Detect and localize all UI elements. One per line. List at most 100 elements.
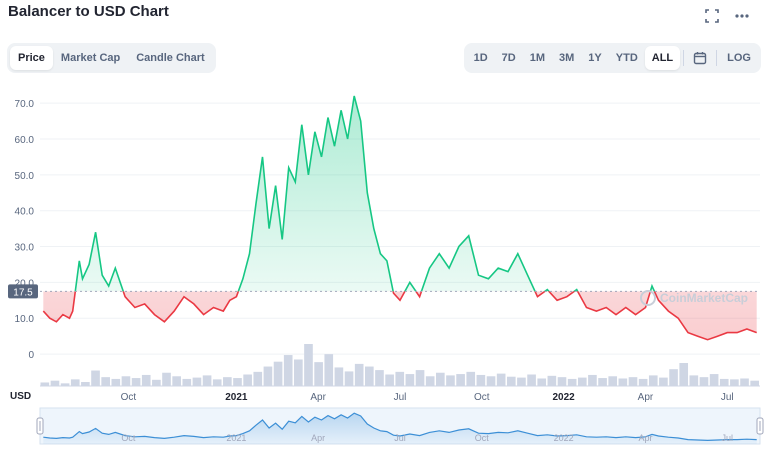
volume-bars	[40, 344, 759, 386]
y-tick-label: 30.0	[15, 243, 35, 254]
volume-bar	[405, 374, 415, 386]
volume-bar	[141, 374, 151, 386]
view-tabs: Price Market Cap Candle Chart	[7, 43, 216, 73]
y-tick-label: 0	[28, 350, 34, 361]
watermark: CoinMarketCap	[640, 290, 748, 306]
volume-bar	[456, 374, 465, 386]
x-tick-label: Apr	[638, 392, 654, 403]
y-tick-label: 40.0	[15, 207, 35, 218]
volume-bar	[750, 380, 759, 386]
volume-bar	[669, 369, 678, 386]
volume-bar	[709, 374, 719, 386]
volume-bar	[496, 373, 506, 386]
volume-bar	[202, 375, 212, 386]
range-all[interactable]: ALL	[644, 46, 681, 70]
coinmarketcap-logo-icon	[640, 290, 656, 306]
volume-bar	[618, 378, 628, 386]
watermark-text: CoinMarketCap	[660, 291, 748, 305]
x-tick-label: Oct	[474, 392, 490, 403]
volume-bar	[385, 374, 394, 386]
volume-bar	[81, 382, 90, 386]
price-area-up	[75, 96, 655, 292]
range-1m[interactable]: 1M	[529, 52, 546, 64]
volume-bar	[598, 378, 607, 386]
price-area	[43, 96, 757, 340]
fullscreen-icon[interactable]	[702, 6, 722, 26]
volume-bar	[527, 374, 536, 386]
volume-bar	[182, 378, 192, 386]
log-toggle[interactable]: LOG	[727, 52, 751, 64]
navigator-tick-label: Apr	[638, 433, 652, 443]
volume-bar	[446, 375, 455, 386]
gridlines	[40, 102, 760, 355]
navigator-tick-label: 2021	[226, 433, 246, 443]
volume-bar	[628, 377, 638, 386]
volume-bar	[111, 378, 121, 386]
volume-bar	[648, 375, 658, 386]
navigator-line	[43, 412, 757, 442]
price-line	[42, 95, 757, 341]
volume-bar	[60, 383, 70, 386]
volume-bar	[50, 380, 60, 386]
range-1d[interactable]: 1D	[473, 52, 488, 64]
tab-market-cap[interactable]: Market Cap	[60, 52, 121, 64]
x-tick-label: Oct	[121, 392, 137, 403]
price-line-down	[42, 291, 757, 341]
range-1y[interactable]: 1Y	[588, 52, 602, 64]
divider	[716, 50, 718, 66]
y-tick-label: 60.0	[15, 135, 35, 146]
x-tick-label: Jul	[721, 392, 734, 403]
volume-bar	[283, 355, 293, 386]
currency-label: USD	[10, 391, 32, 402]
volume-bar	[344, 371, 354, 386]
volume-bar	[304, 344, 313, 386]
volume-bar	[730, 379, 739, 386]
range-7d[interactable]: 7D	[501, 52, 516, 64]
calendar-icon[interactable]	[687, 46, 713, 70]
tab-price[interactable]: Price	[10, 46, 53, 70]
volume-bar	[40, 382, 50, 386]
volume-bar	[567, 378, 577, 386]
volume-bar	[537, 378, 547, 386]
volume-bar	[659, 377, 668, 386]
navigator-tick-label: 2022	[554, 433, 574, 443]
volume-bar	[740, 378, 749, 386]
y-axis: 0 10.0 20.0 30.0 40.0 50.0 60.0 70.0	[15, 99, 35, 361]
chart-title: Balancer to USD Chart	[8, 3, 169, 20]
baseline-badge	[8, 284, 38, 299]
range-ytd[interactable]: YTD	[615, 52, 638, 64]
navigator-tick-label: Oct	[121, 433, 136, 443]
volume-bar	[354, 363, 364, 386]
volume-bar	[131, 378, 141, 386]
y-tick-label: 10.0	[15, 314, 35, 325]
x-tick-label: Apr	[310, 392, 326, 403]
x-tick-label: 2022	[553, 392, 576, 403]
volume-bar	[192, 377, 202, 386]
volume-bar	[375, 370, 384, 386]
x-tick-label: Jul	[394, 392, 407, 403]
volume-bar	[699, 377, 709, 386]
volume-bar	[223, 377, 232, 386]
x-axis: Oct 2021 Apr Jul Oct 2022 Apr Jul	[40, 385, 760, 403]
range-3m[interactable]: 3M	[559, 52, 575, 64]
baseline-label: 17.5	[13, 287, 33, 298]
navigator-tick-label: Jul	[394, 433, 406, 443]
volume-bar	[466, 371, 476, 386]
tab-candle-chart[interactable]: Candle Chart	[136, 52, 205, 64]
more-dots-icon[interactable]	[732, 6, 752, 26]
volume-bar	[577, 377, 587, 386]
volume-bar	[121, 376, 131, 386]
volume-bar	[314, 362, 323, 386]
x-tick-label: 2021	[225, 392, 248, 403]
volume-bar	[294, 359, 303, 386]
volume-bar	[638, 378, 648, 386]
volume-bar	[679, 363, 689, 386]
volume-bar	[233, 378, 242, 386]
price-area-down	[43, 291, 757, 340]
range-navigator[interactable]: Oct 2021 Apr Jul Oct 2022 Apr Jul	[36, 407, 764, 445]
volume-bar	[324, 354, 334, 386]
divider	[683, 50, 685, 66]
volume-bar	[243, 374, 252, 386]
volume-bar	[152, 379, 161, 386]
